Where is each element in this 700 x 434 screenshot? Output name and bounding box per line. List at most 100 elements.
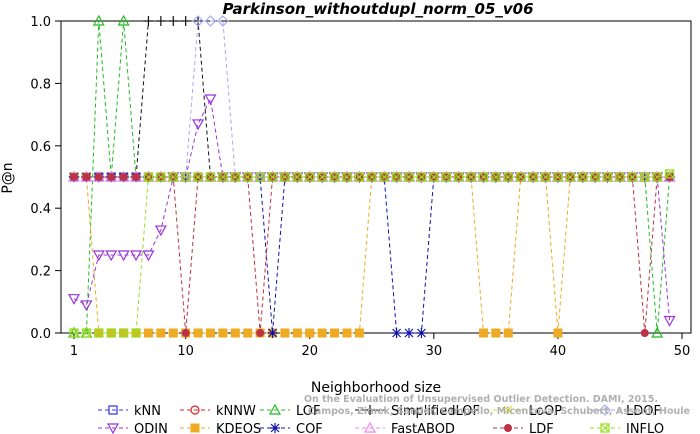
data-point: [317, 328, 327, 338]
legend-label: LDOF: [626, 404, 661, 419]
data-point: [478, 172, 489, 182]
legend-item: ODIN: [98, 422, 168, 434]
series-line: [74, 176, 670, 334]
data-point: [217, 15, 229, 27]
data-point: [143, 328, 153, 338]
data-point: [218, 172, 228, 182]
data-point: [578, 172, 588, 182]
series-line: [74, 176, 670, 334]
data-point: [230, 328, 240, 338]
data-point: [82, 173, 91, 181]
legend-label: kNN: [134, 404, 161, 419]
legend-label: FastABOD: [391, 422, 455, 434]
legend-label: kNNW: [216, 404, 256, 419]
legend-marker: [504, 424, 512, 432]
data-point: [192, 119, 205, 131]
series-line: [74, 176, 670, 334]
data-point: [379, 172, 389, 182]
data-point: [280, 328, 290, 338]
data-point: [416, 328, 427, 338]
data-point: [107, 173, 116, 181]
data-point: [156, 328, 166, 338]
legend-label: LOF: [296, 404, 321, 419]
data-point: [516, 172, 526, 182]
data-point: [503, 328, 513, 338]
data-point: [466, 172, 476, 182]
data-point: [652, 172, 662, 182]
data-point: [528, 172, 538, 182]
legend-label: SimplifiedLOF: [391, 404, 480, 419]
data-point: [292, 328, 302, 338]
data-point: [243, 328, 253, 338]
data-point: [454, 172, 464, 182]
data-point: [491, 172, 501, 182]
data-point: [131, 328, 141, 338]
data-point: [94, 173, 103, 181]
data-point: [267, 328, 278, 338]
legend-item: COF: [260, 422, 323, 434]
legend-item: LOF: [260, 403, 321, 419]
data-point: [404, 328, 415, 338]
data-point: [181, 172, 191, 182]
data-point: [503, 172, 513, 182]
x-tick-label: 30: [426, 344, 443, 359]
y-tick-label: 0.8: [30, 77, 51, 92]
data-point: [256, 329, 265, 337]
data-point: [663, 315, 676, 327]
data-point: [70, 173, 78, 181]
legend-marker: [503, 405, 513, 415]
legend-item: kNN: [98, 404, 161, 419]
data-point: [664, 169, 675, 179]
data-point: [143, 172, 154, 182]
data-point: [342, 172, 352, 182]
data-point: [106, 328, 116, 338]
data-point: [330, 328, 340, 338]
series-line: [74, 20, 670, 178]
plot-frame: [60, 20, 692, 334]
data-point: [317, 172, 327, 182]
data-point: [627, 172, 637, 182]
data-point: [354, 172, 364, 182]
legend-item: FastABOD: [355, 421, 455, 434]
data-point: [80, 300, 93, 312]
data-point: [243, 172, 253, 182]
legend-item: LDF: [493, 422, 554, 434]
data-point: [478, 328, 488, 338]
x-tick-label: 50: [674, 344, 691, 359]
data-point: [181, 329, 190, 337]
y-axis-label: P@n: [0, 162, 16, 193]
data-point: [553, 172, 563, 182]
data-point: [92, 250, 105, 262]
series-simplifiedlof: [69, 16, 675, 182]
data-point: [230, 172, 240, 182]
data-point: [156, 172, 166, 182]
legend-marker: [268, 403, 282, 415]
data-point: [117, 250, 130, 262]
data-point: [305, 328, 315, 338]
legend-item: KDEOS: [180, 422, 261, 434]
data-point: [154, 225, 167, 237]
data-point: [540, 172, 551, 182]
data-point: [142, 250, 155, 262]
legend-label: COF: [296, 422, 323, 434]
legend-item: INFLO: [590, 422, 664, 434]
data-point: [192, 15, 204, 27]
data-point: [81, 328, 92, 338]
data-point: [193, 172, 203, 182]
x-tick-label: 1: [70, 344, 78, 359]
watermark: Campos, Zimek, Sander, Campello, Micenko…: [304, 394, 690, 417]
data-point: [205, 328, 215, 338]
data-point: [354, 328, 364, 338]
legend-marker: [190, 405, 200, 415]
data-point: [615, 172, 625, 182]
data-point: [69, 328, 79, 338]
data-point: [565, 172, 575, 182]
data-point: [168, 16, 179, 26]
data-point: [280, 172, 290, 182]
legend-marker: [365, 405, 375, 415]
watermark-authors: Campos, Zimek, Sander, Campello, Micenko…: [308, 406, 690, 417]
data-point: [590, 172, 600, 182]
data-point: [329, 172, 340, 182]
legend-item: LoOP: [493, 404, 562, 419]
legend-label: ODIN: [134, 422, 168, 434]
